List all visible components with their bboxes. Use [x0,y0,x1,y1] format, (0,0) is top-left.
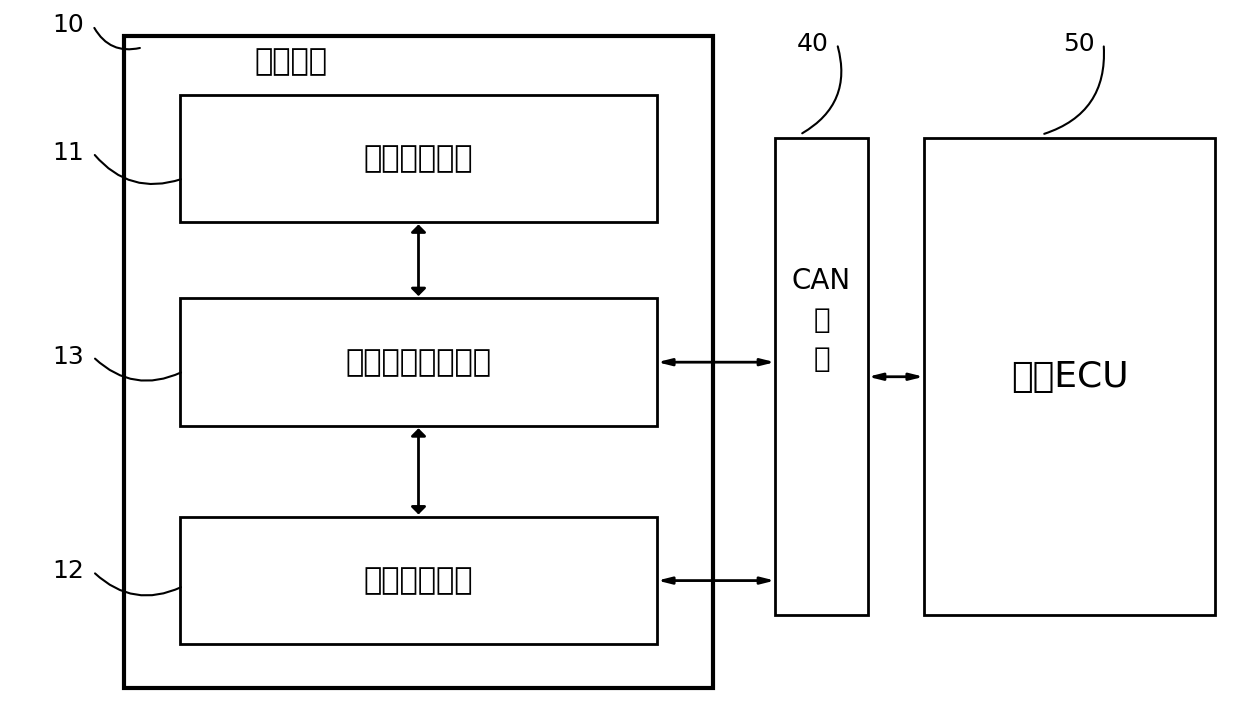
Text: 无线通信单元: 无线通信单元 [363,144,474,173]
Text: 协议数据转换单元: 协议数据转换单元 [346,348,491,376]
Bar [180,95,657,222]
Bar [924,138,1215,615]
Bar [775,138,868,615]
Text: 参数配置单元: 参数配置单元 [363,566,474,595]
Text: 40: 40 [796,32,828,55]
Text: 10: 10 [52,14,84,37]
Bar [180,517,657,644]
Bar [124,36,713,688]
Text: 13: 13 [52,345,84,368]
Text: 车辆ECU: 车辆ECU [1011,360,1128,394]
Text: 11: 11 [52,141,84,165]
Text: 车载终端: 车载终端 [255,47,327,76]
Text: CAN
总
线: CAN 总 线 [792,266,851,373]
Text: 50: 50 [1063,32,1095,55]
Bar [180,298,657,426]
Text: 12: 12 [52,560,84,583]
